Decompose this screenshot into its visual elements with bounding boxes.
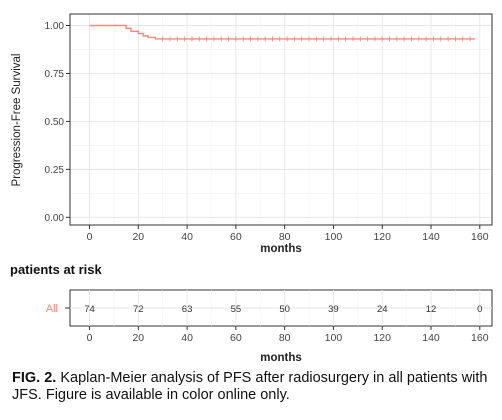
figure-caption: FIG. 2. Kaplan-Meier analysis of PFS aft… bbox=[12, 370, 492, 404]
km-plot-border bbox=[69, 13, 493, 226]
km-y-tick-label: 0.25 bbox=[45, 165, 65, 176]
risk-value: 74 bbox=[84, 304, 95, 315]
km-survival-curve bbox=[89, 24, 475, 40]
caption-text: Kaplan-Meier analysis of PFS after radio… bbox=[12, 370, 488, 403]
km-x-tick-label: 40 bbox=[181, 231, 193, 243]
risk-ticks: 0 20 40 60 80 100 120 140 160 bbox=[87, 326, 489, 344]
risk-value: 39 bbox=[328, 304, 339, 315]
risk-x-tick-label: 160 bbox=[471, 332, 489, 344]
km-chart: 0 20 40 60 80 100 120 140 160 0.00 0.25 0.50 0.75 1.0… bbox=[11, 13, 493, 255]
risk-x-axis-label: months bbox=[260, 352, 302, 364]
risk-x-tick-label: 40 bbox=[181, 332, 193, 344]
km-y-axis-label: Progression-Free Survival bbox=[11, 54, 23, 187]
risk-value: 63 bbox=[182, 304, 193, 315]
risk-row-label: All bbox=[46, 303, 58, 315]
risk-table: 74 72 63 55 50 39 24 12 0 0 20 40 60 80 100 120 140 160 … bbox=[46, 289, 493, 364]
km-x-tick-label: 120 bbox=[373, 231, 391, 243]
risk-x-tick-label: 0 bbox=[87, 332, 93, 344]
km-gridlines bbox=[70, 14, 492, 225]
km-x-tick-label: 0 bbox=[87, 231, 93, 243]
risk-x-tick-label: 100 bbox=[325, 332, 343, 344]
km-x-tick-label: 60 bbox=[230, 231, 242, 243]
risk-x-tick-label: 20 bbox=[132, 332, 144, 344]
risk-table-title: patients at risk bbox=[10, 262, 102, 277]
caption-label: FIG. 2. bbox=[12, 370, 57, 386]
km-x-axis-label: months bbox=[260, 243, 302, 255]
risk-x-tick-label: 80 bbox=[279, 332, 291, 344]
km-y-tick-label: 0.75 bbox=[45, 69, 65, 80]
km-x-tick-label: 80 bbox=[279, 231, 291, 243]
km-x-tick-label: 140 bbox=[422, 231, 440, 243]
risk-value: 24 bbox=[377, 304, 388, 315]
km-marks bbox=[89, 24, 475, 42]
km-y-tick-label: 0.00 bbox=[45, 213, 65, 224]
km-y-tick-label: 1.00 bbox=[45, 21, 65, 32]
risk-x-tick-label: 140 bbox=[422, 332, 440, 344]
risk-x-tick-label: 60 bbox=[230, 332, 242, 344]
risk-gridlines bbox=[70, 290, 492, 326]
km-x-tick-label: 20 bbox=[132, 231, 144, 243]
km-y-tick-label: 0.50 bbox=[45, 117, 65, 128]
risk-value: 50 bbox=[279, 304, 290, 315]
risk-value: 55 bbox=[231, 304, 242, 315]
risk-value: 72 bbox=[133, 304, 144, 315]
km-ticks: 0 20 40 60 80 100 120 140 160 0.00 0.25 0.50 0.75 1.0… bbox=[45, 21, 489, 243]
risk-value: 12 bbox=[426, 304, 437, 315]
risk-x-tick-label: 120 bbox=[373, 332, 391, 344]
risk-value: 0 bbox=[477, 304, 482, 315]
km-x-tick-label: 160 bbox=[471, 231, 489, 243]
risk-values: 74 72 63 55 50 39 24 12 0 bbox=[84, 304, 482, 315]
km-x-tick-label: 100 bbox=[325, 231, 343, 243]
